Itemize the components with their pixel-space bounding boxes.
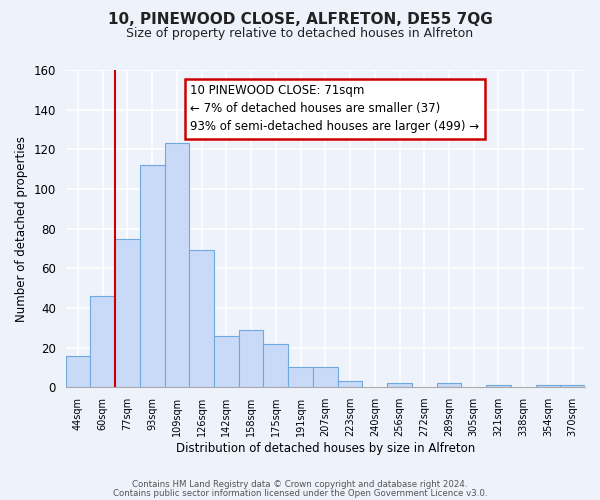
Bar — [288, 368, 313, 387]
Bar — [65, 356, 91, 387]
Bar — [214, 336, 239, 387]
Text: 10, PINEWOOD CLOSE, ALFRETON, DE55 7QG: 10, PINEWOOD CLOSE, ALFRETON, DE55 7QG — [107, 12, 493, 28]
Bar — [115, 238, 140, 387]
Y-axis label: Number of detached properties: Number of detached properties — [15, 136, 28, 322]
Bar — [560, 385, 585, 387]
Bar — [437, 384, 461, 387]
Bar — [91, 296, 115, 387]
Text: 10 PINEWOOD CLOSE: 71sqm
← 7% of detached houses are smaller (37)
93% of semi-de: 10 PINEWOOD CLOSE: 71sqm ← 7% of detache… — [190, 84, 479, 134]
Bar — [239, 330, 263, 387]
Bar — [263, 344, 288, 387]
Text: Contains HM Land Registry data © Crown copyright and database right 2024.: Contains HM Land Registry data © Crown c… — [132, 480, 468, 489]
Bar — [140, 165, 164, 387]
Text: Contains public sector information licensed under the Open Government Licence v3: Contains public sector information licen… — [113, 490, 487, 498]
Bar — [338, 382, 362, 387]
Bar — [313, 368, 338, 387]
Bar — [536, 385, 560, 387]
X-axis label: Distribution of detached houses by size in Alfreton: Distribution of detached houses by size … — [176, 442, 475, 455]
Bar — [164, 144, 190, 387]
Text: Size of property relative to detached houses in Alfreton: Size of property relative to detached ho… — [127, 28, 473, 40]
Bar — [190, 250, 214, 387]
Bar — [387, 384, 412, 387]
Bar — [486, 385, 511, 387]
